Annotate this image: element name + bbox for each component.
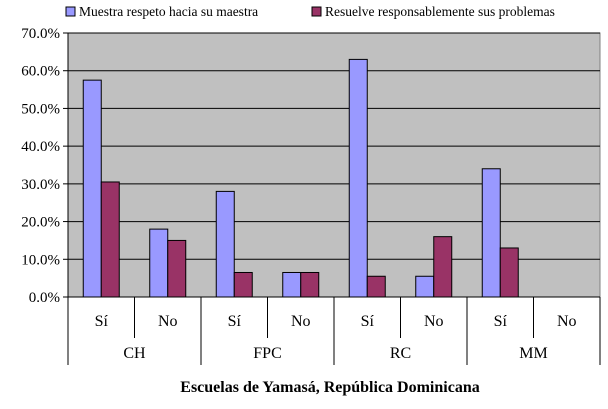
bar-1 <box>282 271 302 298</box>
y-tick-label: 0.0% <box>29 290 60 306</box>
y-tick-label: 50.0% <box>21 101 60 117</box>
y-tick-label: 70.0% <box>21 26 60 42</box>
x-group-label: RC <box>390 345 411 362</box>
legend-label: Resuelve responsablemente sus problemas <box>325 4 555 19</box>
x-tick-label: Sí <box>361 313 375 330</box>
y-tick-label: 40.0% <box>21 139 60 155</box>
bar-2 <box>366 275 386 298</box>
x-group-label: CH <box>123 345 146 362</box>
legend-label: Muestra respeto hacia su maestra <box>79 4 258 19</box>
bar-1 <box>215 190 235 298</box>
bar-2 <box>433 236 453 298</box>
y-tick-label: 10.0% <box>21 252 60 268</box>
x-tick-label: No <box>291 313 311 330</box>
legend-swatch <box>65 6 76 17</box>
bar-1 <box>415 275 435 298</box>
bar-2 <box>100 181 120 298</box>
plot-area <box>67 32 601 298</box>
legend-swatch <box>311 6 322 17</box>
x-group-label: FPC <box>253 345 281 362</box>
x-axis: Sí No Sí No Sí No Sí No CH FPC RC MM <box>67 296 601 365</box>
y-tick-label: 60.0% <box>21 64 60 80</box>
x-tick-label: Sí <box>95 313 109 330</box>
legend: Muestra respeto hacia su maestra Resuelve… <box>65 4 555 19</box>
x-tick-label: No <box>557 313 577 330</box>
bar-1 <box>348 58 368 298</box>
y-axis: 0.0% 10.0% 20.0% 30.0% 40.0% 50.0% 60.0% 70.0% <box>21 26 69 306</box>
bars <box>82 58 519 298</box>
bar-2 <box>499 247 519 298</box>
bar-2 <box>233 271 253 298</box>
x-tick-label: Sí <box>228 313 242 330</box>
bar-2 <box>167 239 187 298</box>
x-group-label: MM <box>519 345 547 362</box>
bar-1 <box>82 79 102 298</box>
bar-1 <box>149 228 169 298</box>
x-axis-title: Escuelas de Yamasá, República Dominicana <box>180 379 479 396</box>
bar-2 <box>300 271 320 298</box>
x-tick-label: Sí <box>494 313 508 330</box>
y-tick-label: 30.0% <box>21 177 60 193</box>
y-tick-label: 20.0% <box>21 215 60 231</box>
bar-1 <box>481 168 501 298</box>
x-tick-label: No <box>158 313 178 330</box>
plot-background <box>67 32 601 298</box>
x-tick-label: No <box>424 313 444 330</box>
